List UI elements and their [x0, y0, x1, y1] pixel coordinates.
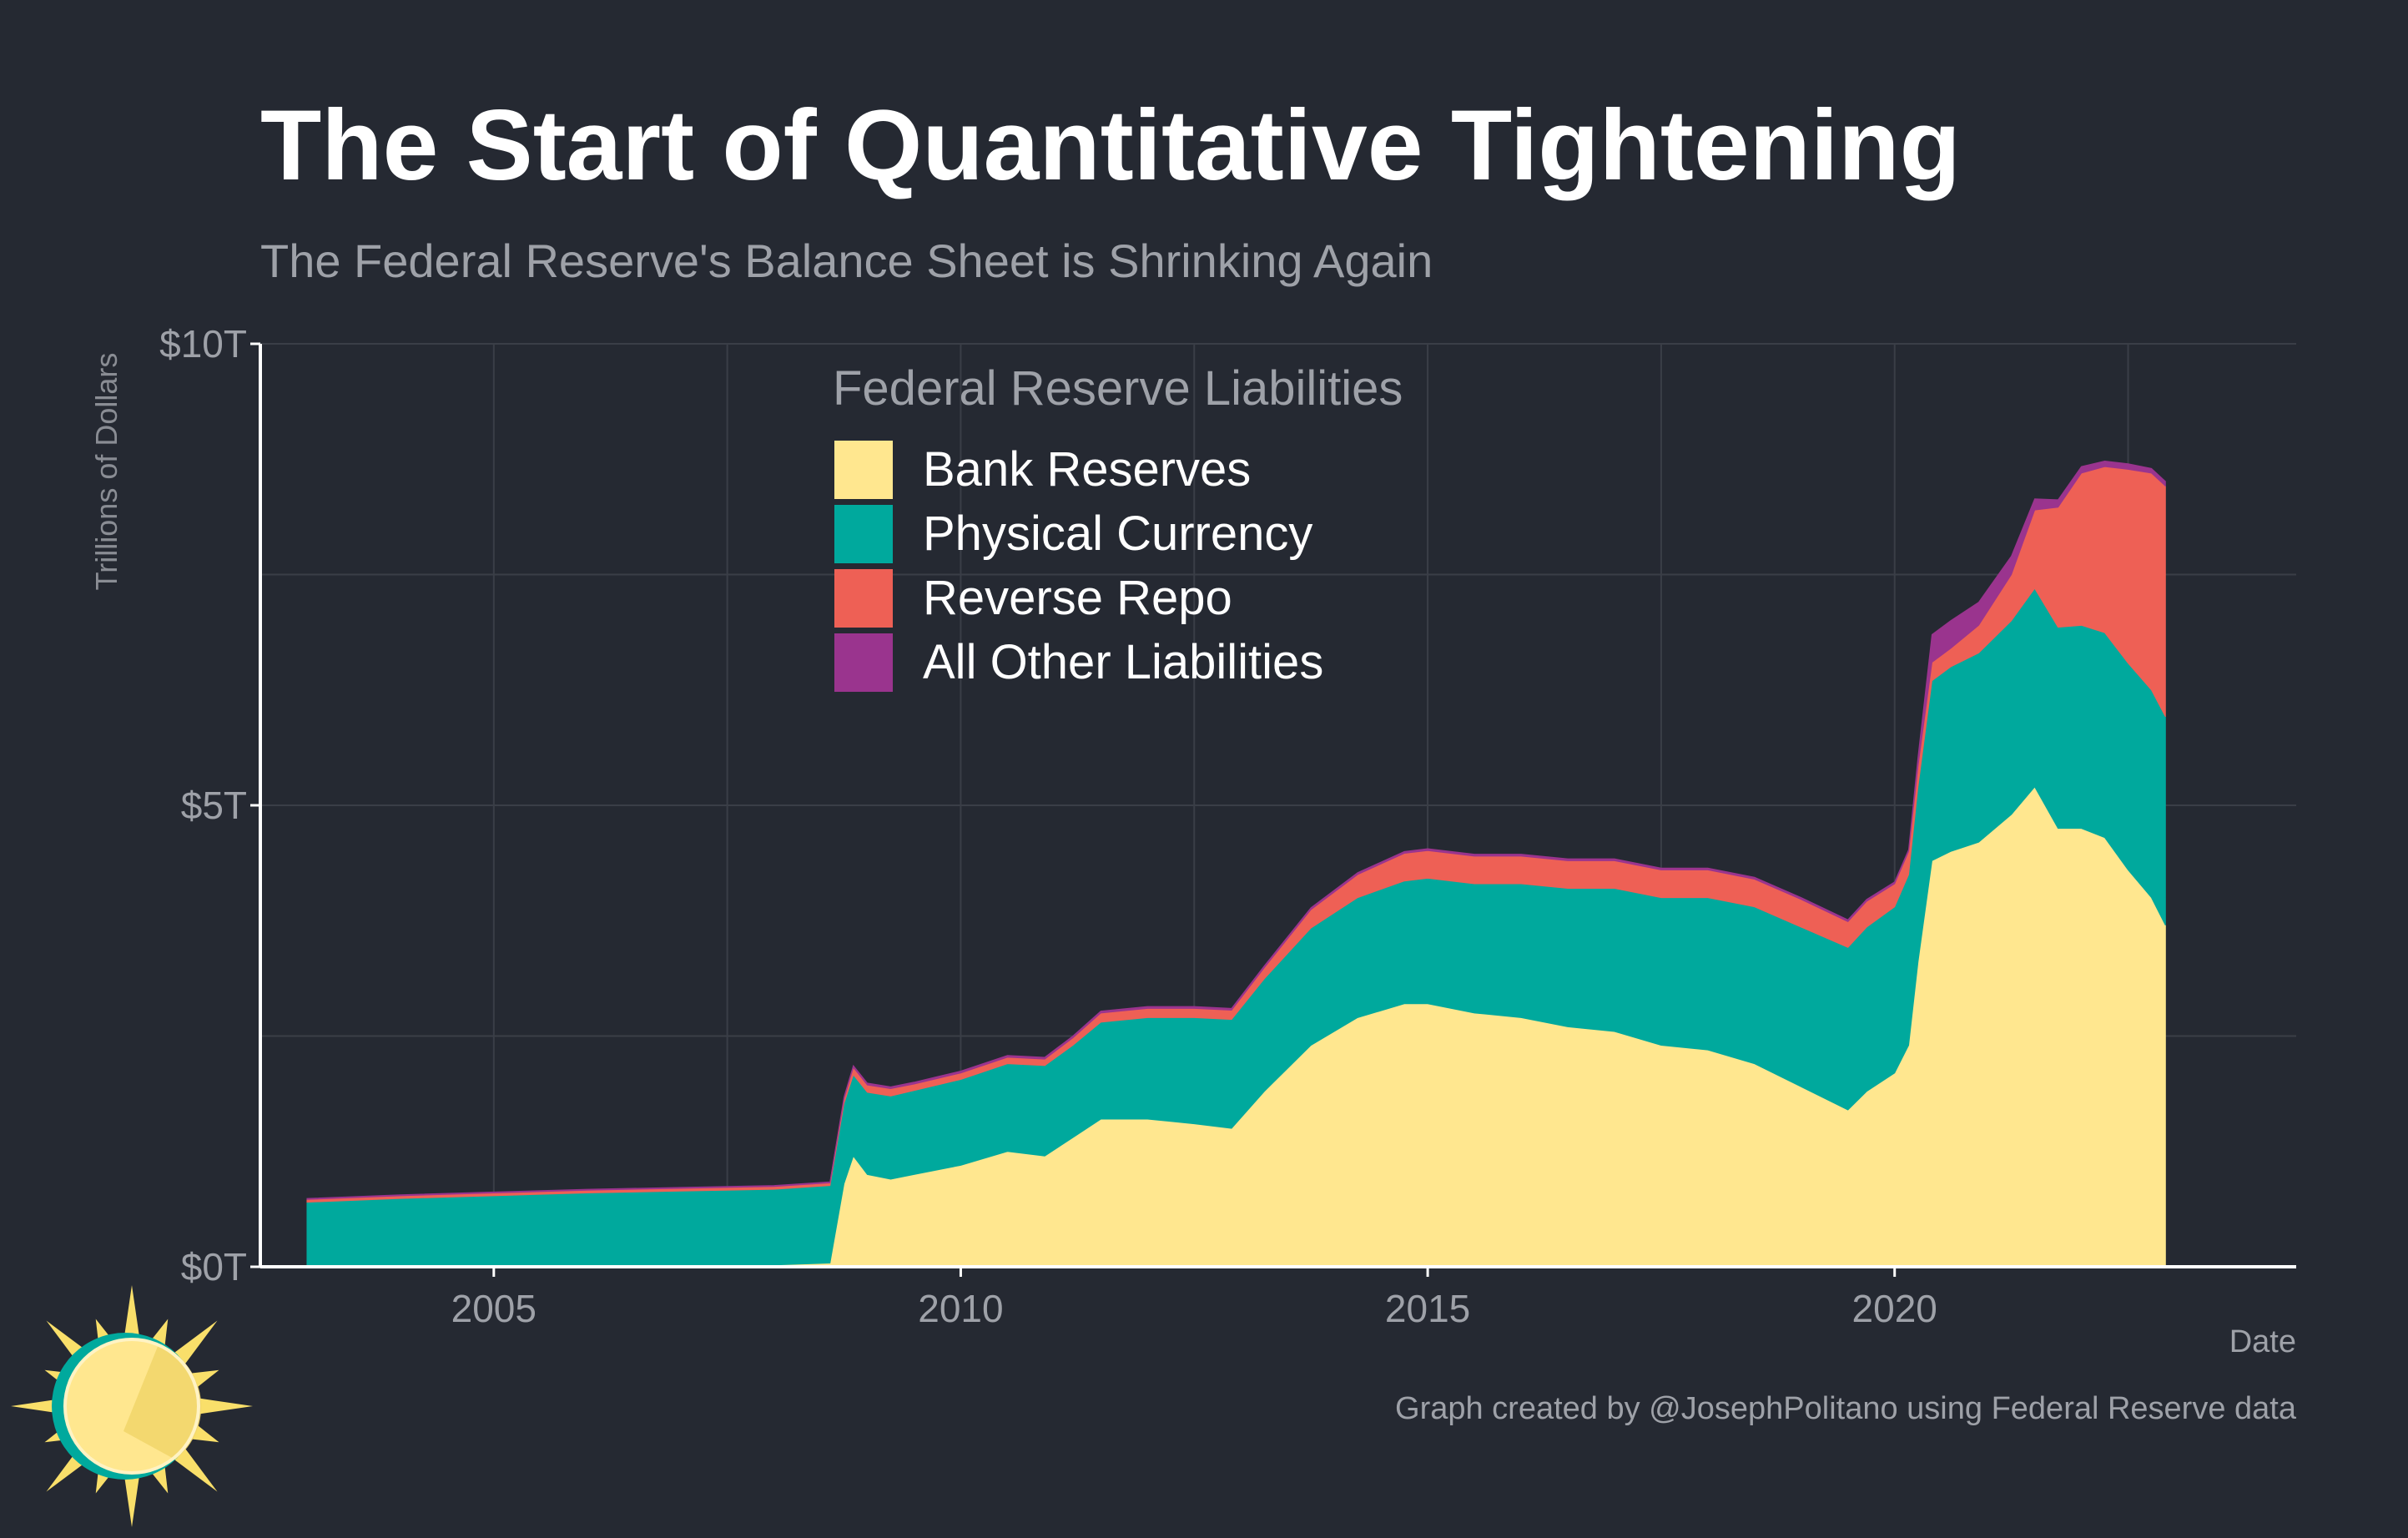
caption: Graph created by @JosephPolitano using F…: [1395, 1391, 2297, 1426]
sun-logo-icon: [11, 1285, 253, 1527]
area-all-other-liabilities: [306, 460, 2166, 1200]
stacked-areas: [306, 460, 2166, 1268]
legend-entry: Reverse Repo: [923, 571, 1232, 625]
legend-entry: Bank Reserves: [923, 442, 1251, 497]
legend-swatch: [834, 505, 893, 563]
sun-ray: [173, 1320, 218, 1365]
x-axis-title: Date: [2229, 1324, 2296, 1359]
x-tick-label: 2010: [918, 1287, 1003, 1330]
chart-title: The Start of Quantitative Tightening: [260, 89, 1961, 201]
chart-subtitle: The Federal Reserve's Balance Sheet is S…: [260, 234, 1433, 287]
y-axis-title: Trillions of Dollars: [89, 353, 123, 591]
x-tick-label: 2020: [1852, 1287, 1937, 1330]
legend-entry: Physical Currency: [923, 507, 1312, 561]
legend-title: Federal Reserve Liabilities: [833, 361, 1403, 416]
sun-ray: [123, 1285, 140, 1340]
y-tick-label: $10T: [159, 322, 247, 366]
legend: Federal Reserve Liabilities Bank Reserves…: [833, 361, 1403, 692]
legend-entry: All Other Liabilities: [923, 635, 1323, 689]
legend-swatch: [834, 569, 893, 628]
legend-swatch: [834, 633, 893, 692]
sun-ray: [189, 1369, 219, 1389]
sun-ray: [123, 1472, 140, 1527]
x-tick-label: 2005: [451, 1287, 537, 1330]
sun-ray: [198, 1398, 253, 1414]
y-tick-label: $5T: [181, 784, 247, 827]
sun-ray: [173, 1447, 218, 1492]
axes: $0T $5T $10T 2005 2010 2015 2020: [159, 322, 2296, 1330]
legend-swatch: [834, 441, 893, 499]
y-tick-label: $0T: [181, 1245, 247, 1288]
x-tick-label: 2015: [1385, 1287, 1470, 1330]
